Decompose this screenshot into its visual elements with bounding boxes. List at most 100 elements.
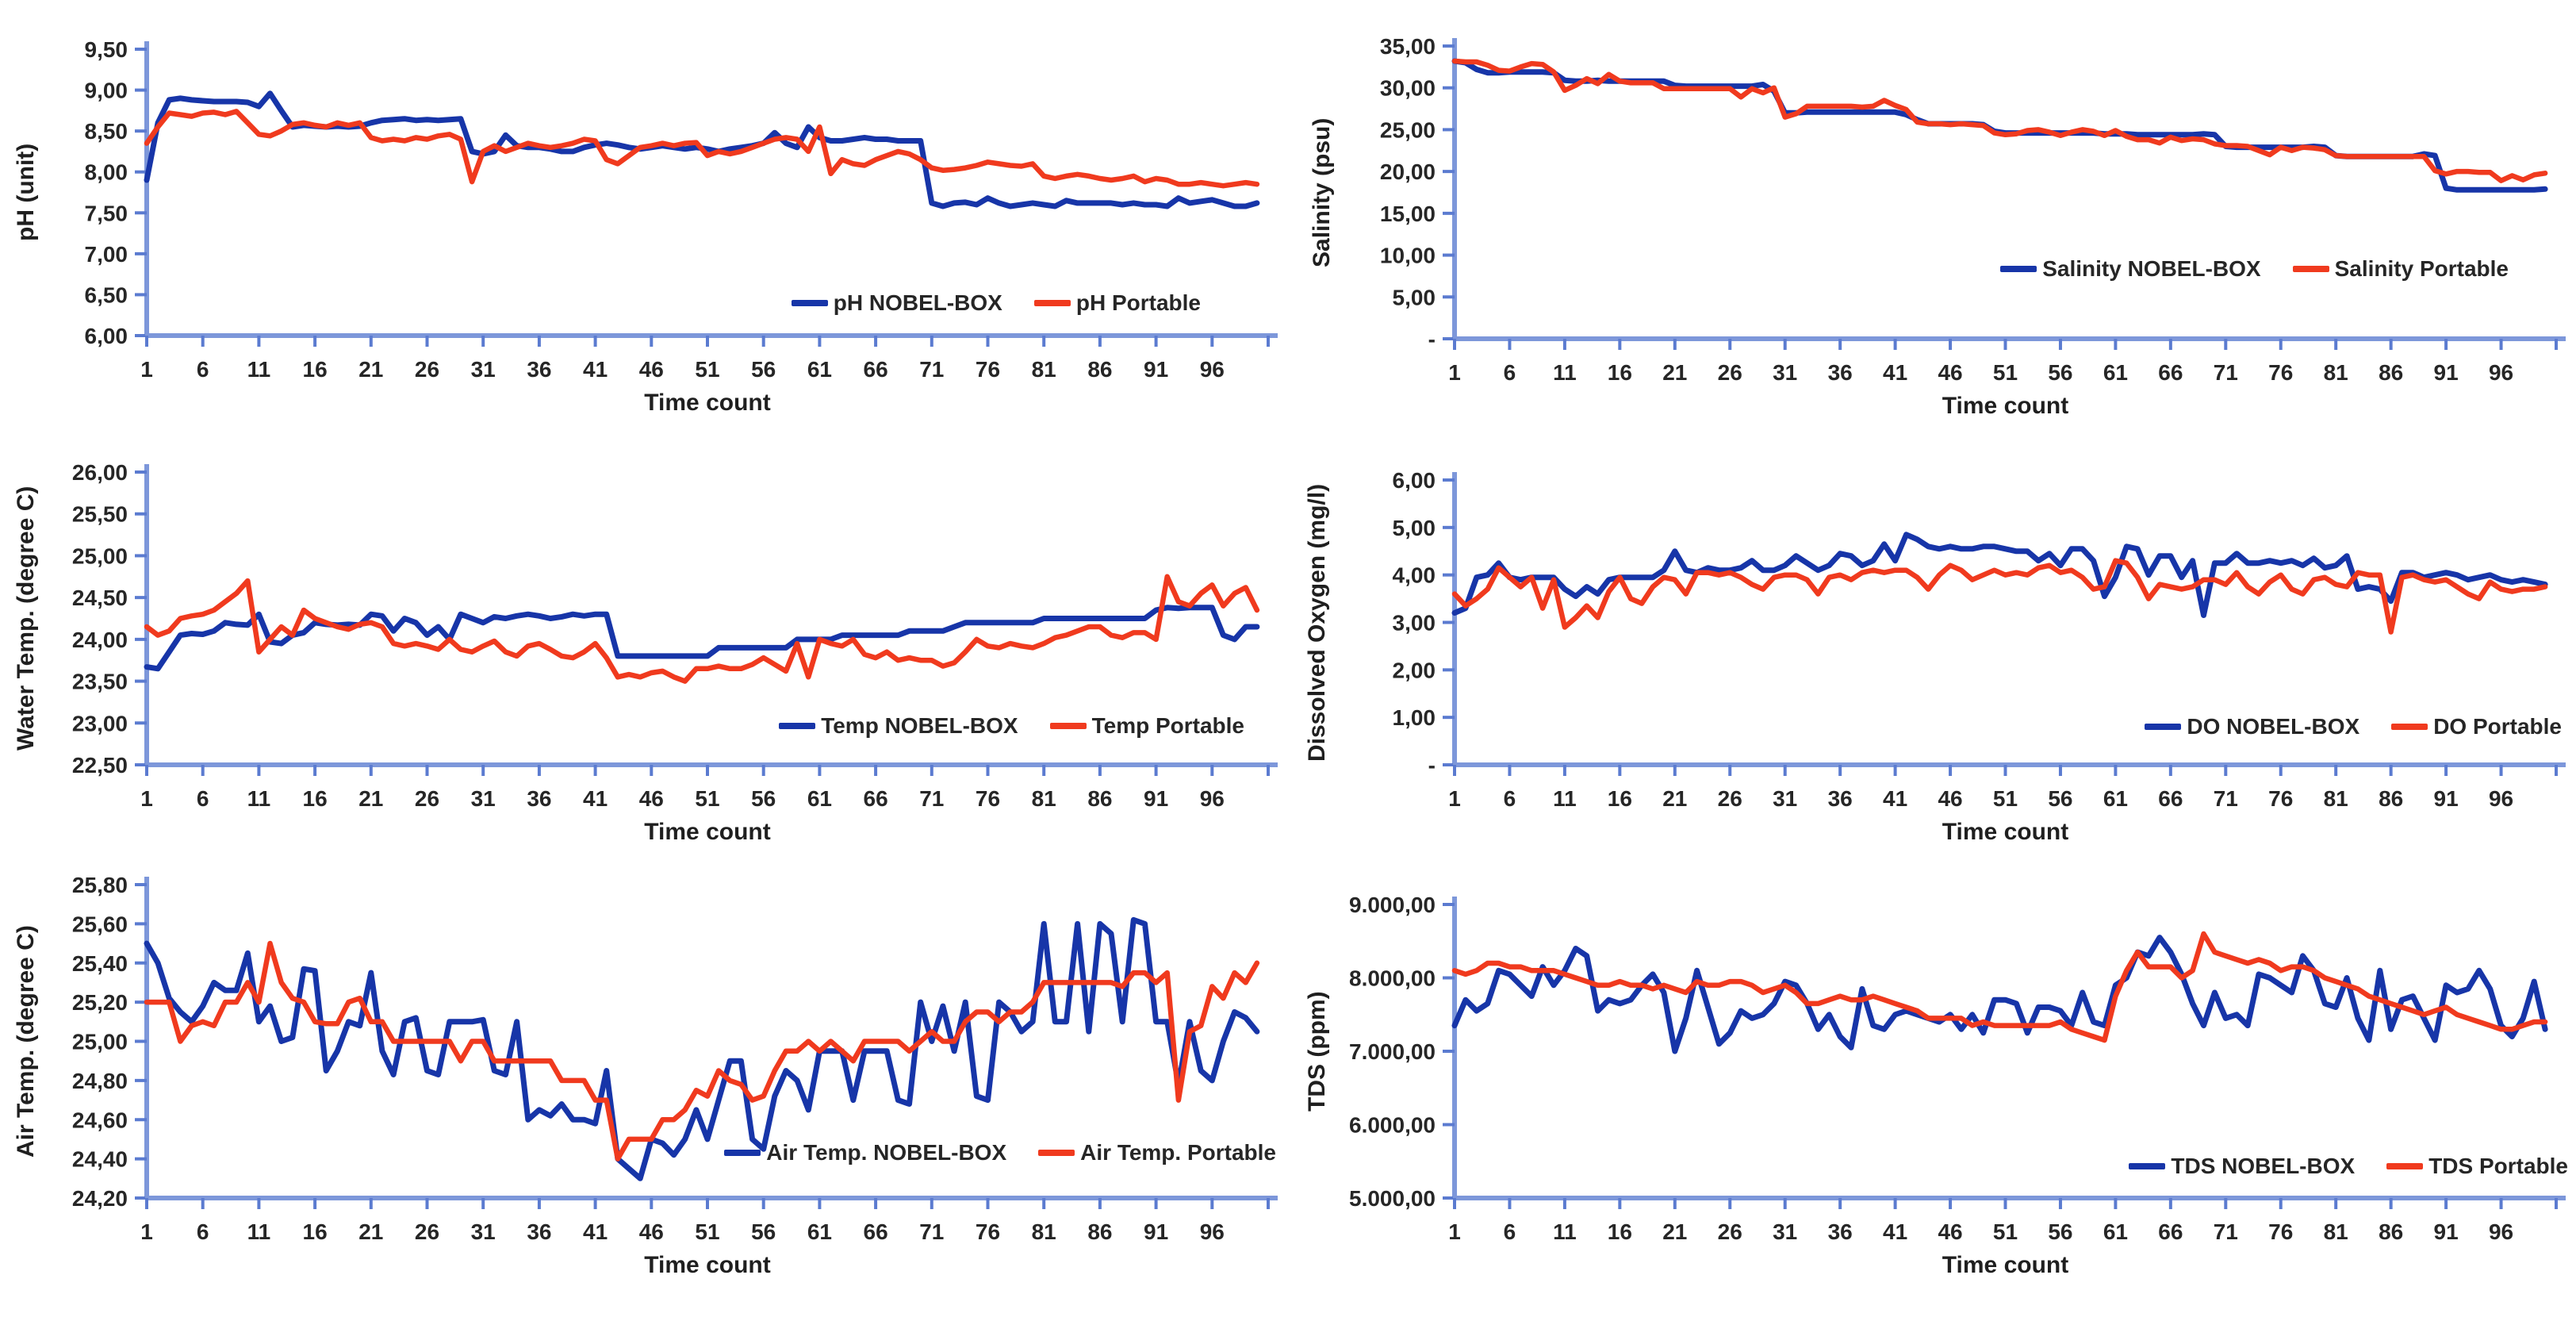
y-tick-label: 25,00 (1380, 117, 1436, 142)
x-tick-label: 51 (695, 1219, 719, 1244)
y-tick-label: 8,50 (85, 119, 128, 144)
y-tick-label: 25,00 (72, 1030, 128, 1054)
x-tick-label: 56 (2048, 786, 2072, 811)
legend-item-portable: DO Portable (2391, 714, 2562, 739)
x-tick-label: 81 (1032, 357, 1056, 382)
x-tick-label: 61 (2103, 786, 2128, 811)
x-tick-label: 96 (1200, 357, 1225, 382)
x-tick-label: 46 (1938, 360, 1962, 385)
x-tick-label: 36 (1828, 360, 1853, 385)
x-tick-label: 96 (2489, 360, 2513, 385)
y-tick-label: 4,00 (1393, 563, 1436, 588)
legend-item-nobel-box: DO NOBEL-BOX (2145, 714, 2359, 739)
y-tick-label: 9.000,00 (1349, 893, 1436, 917)
legend-do: DO NOBEL-BOX DO Portable (2145, 714, 2562, 739)
y-tick-label: 24,50 (72, 586, 128, 610)
legend-line-icon (2129, 1163, 2166, 1169)
x-tick-label: 61 (2103, 360, 2128, 385)
x-tick-label: 26 (1718, 786, 1742, 811)
y-tick-label: 7,50 (85, 201, 128, 225)
x-tick-label: 1 (1448, 786, 1461, 811)
y-tick-label: 6,50 (85, 282, 128, 307)
y-tick-label: 3,00 (1393, 611, 1436, 636)
x-tick-label: 81 (2324, 1219, 2348, 1244)
y-tick-label: 35,00 (1380, 34, 1436, 59)
y-tick-label: 23,50 (72, 670, 128, 694)
x-tick-label: 86 (1087, 786, 1112, 811)
x-tick-label: 31 (1773, 786, 1797, 811)
x-tick-label: 76 (2268, 360, 2293, 385)
legend-item-portable: Temp Portable (1049, 713, 1244, 739)
legend-line-icon (724, 1150, 761, 1156)
x-tick-label: 66 (864, 1219, 888, 1244)
y-tick-label: - (1428, 327, 1436, 351)
x-tick-label: 91 (1144, 786, 1168, 811)
x-tick-label: 76 (2268, 786, 2293, 811)
panel-ph: pH (unit) 9,50 9,00 8,50 8,00 7,50 7,00 6,50 6,… (0, 0, 1288, 436)
legend-item-portable: Salinity Portable (2292, 256, 2509, 282)
x-tick-label: 81 (2324, 360, 2348, 385)
x-tick-label: 96 (2489, 786, 2513, 811)
legend-item-nobel-box: Air Temp. NOBEL-BOX (724, 1140, 1006, 1165)
legend-tds: TDS NOBEL-BOX TDS Portable (2129, 1154, 2568, 1179)
y-tick-label: 6,00 (85, 324, 128, 348)
series-line-portable (144, 940, 1260, 1162)
series-line-nobel-box (1451, 935, 2548, 1054)
x-tick-label: 1 (1448, 1219, 1461, 1244)
x-tick-label: 51 (1993, 1219, 2018, 1244)
x-tick-label: 66 (2158, 1219, 2183, 1244)
x-tick-label: 51 (1993, 360, 2018, 385)
x-tick-label: 31 (471, 786, 496, 811)
x-tick-label: 71 (2214, 360, 2238, 385)
y-tick-label: 1,00 (1393, 705, 1436, 730)
x-tick-label: 76 (2268, 1219, 2293, 1244)
x-tick-label: 31 (471, 357, 496, 382)
x-tick-label: 36 (527, 1219, 551, 1244)
y-tick-label: 25,00 (72, 543, 128, 568)
x-tick-label: 71 (919, 786, 944, 811)
water-temp-chart: 26,00 25,50 25,00 24,50 24,00 23,50 23,00 22,50… (72, 460, 1278, 811)
panel-air-temp: Air Temp. (degree C) 25,80 25,60 25,40 25,2… (0, 861, 1288, 1321)
series-line-portable (144, 109, 1260, 189)
x-tick-label: 56 (751, 1219, 776, 1244)
x-tick-label: 11 (1553, 360, 1577, 385)
x-tick-label: 16 (303, 1219, 328, 1244)
x-tick-label: 81 (1032, 786, 1056, 811)
x-tick-label: 1 (140, 786, 153, 811)
x-tick-label: 21 (358, 357, 383, 382)
y-tick-label: 5,00 (1393, 285, 1436, 309)
series-line-portable (1451, 931, 2548, 1043)
x-tick-label: 6 (197, 1219, 209, 1244)
x-tick-label: 71 (2214, 1219, 2238, 1244)
x-tick-label: 86 (2379, 360, 2403, 385)
x-tick-label: 36 (527, 786, 551, 811)
x-tick-label: 31 (1773, 1219, 1797, 1244)
x-tick-label: 86 (1087, 1219, 1112, 1244)
y-tick-label: 26,00 (72, 460, 128, 485)
y-tick-label: 24,80 (72, 1069, 128, 1093)
x-axis-title: Time count (1942, 1252, 2069, 1278)
legend-line-icon (1049, 723, 1087, 729)
series-line-portable (144, 574, 1260, 684)
do-chart: 6,005,004,003,002,001,00-1 6 11 16 21 26 31 36 4… (1393, 468, 2566, 811)
x-tick-label: 6 (1504, 1219, 1516, 1244)
x-axis-title: Time count (1942, 819, 2069, 845)
x-tick-label: 66 (2158, 786, 2183, 811)
x-tick-label: 51 (695, 357, 719, 382)
series-line-nobel-box (144, 916, 1260, 1181)
y-tick-label: 20,00 (1380, 159, 1436, 184)
legend-item-nobel-box: pH NOBEL-BOX (791, 290, 1002, 316)
x-tick-label: 36 (1828, 1219, 1853, 1244)
y-tick-label: 6,00 (1393, 468, 1436, 493)
legend-line-icon (2386, 1163, 2424, 1169)
legend-label: DO Portable (2433, 714, 2562, 739)
y-tick-label: 8.000,00 (1349, 966, 1436, 991)
x-tick-label: 26 (1718, 1219, 1742, 1244)
x-tick-label: 81 (2324, 786, 2348, 811)
x-tick-label: 96 (2489, 1219, 2513, 1244)
series-line-portable (1451, 558, 2548, 635)
x-tick-label: 31 (471, 1219, 496, 1244)
legend-line-icon (1033, 300, 1071, 306)
x-tick-label: 6 (197, 357, 209, 382)
x-tick-label: 86 (2379, 1219, 2403, 1244)
